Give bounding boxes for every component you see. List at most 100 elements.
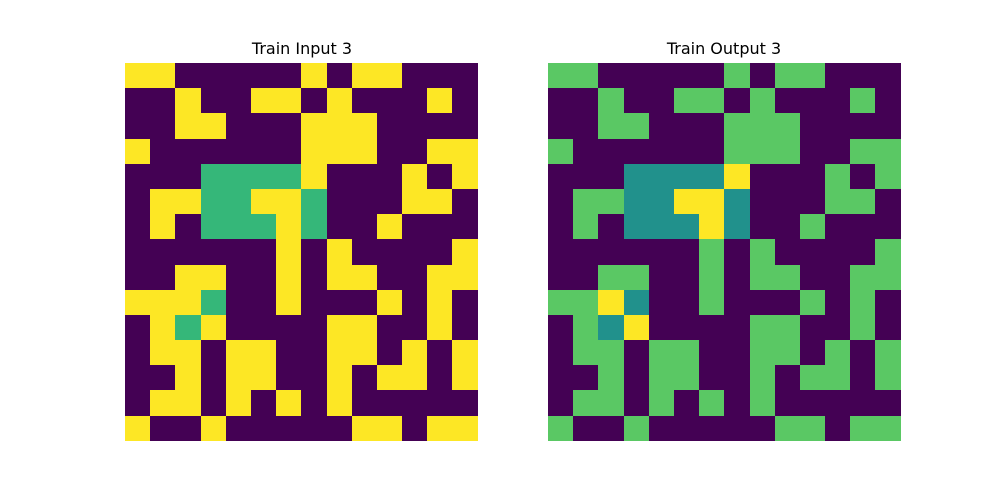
grid-cell (125, 264, 151, 290)
grid-cell (326, 390, 352, 416)
grid-cell (326, 365, 352, 391)
grid-cell (699, 138, 725, 164)
grid-cell (276, 340, 302, 366)
grid-cell (452, 289, 478, 315)
grid-cell (427, 113, 453, 139)
grid-cell (225, 239, 251, 265)
grid-cell (427, 289, 453, 315)
grid-cell (648, 415, 674, 441)
grid-cell (573, 63, 599, 89)
grid-cell (850, 88, 876, 114)
grid-cell (724, 415, 750, 441)
grid-cell (724, 365, 750, 391)
grid-cell (825, 289, 851, 315)
grid-cell (749, 264, 775, 290)
grid-cell (402, 340, 428, 366)
grid-cell (376, 314, 403, 341)
grid-cell (250, 214, 277, 240)
grid-cell (598, 390, 624, 416)
grid-cell (225, 390, 251, 416)
grid-cell (402, 138, 428, 164)
grid-cell (225, 138, 251, 164)
grid-cell (402, 113, 428, 139)
grid-cell (850, 239, 876, 265)
grid-cell (648, 239, 674, 265)
grid-cell (276, 289, 302, 315)
grid-cell (749, 390, 775, 416)
grid-cell (699, 390, 725, 416)
grid-cell (376, 340, 403, 366)
grid-cell (200, 88, 226, 114)
grid-cell (301, 63, 327, 89)
grid-cell (150, 163, 176, 189)
grid-cell (548, 314, 574, 341)
grid-cell (648, 314, 674, 341)
grid-cell (301, 188, 327, 215)
grid-cell (250, 365, 277, 391)
grid-cell (850, 163, 876, 189)
grid-cell (250, 138, 277, 164)
grid-cell (850, 289, 876, 315)
grid-cell (326, 138, 352, 164)
grid-cell (699, 113, 725, 139)
grid-cell (699, 365, 725, 391)
grid-cell (799, 188, 826, 215)
grid-cell (548, 390, 574, 416)
grid-cell (200, 138, 226, 164)
grid-cell (548, 264, 574, 290)
grid-cell (452, 214, 478, 240)
grid-cell (427, 88, 453, 114)
grid-cell (673, 88, 700, 114)
grid-cell (452, 188, 478, 215)
grid-cell (225, 340, 251, 366)
grid-cell (673, 390, 700, 416)
grid-cell (326, 340, 352, 366)
grid-cell (825, 138, 851, 164)
grid-cell (351, 289, 377, 315)
grid-cell (875, 214, 901, 240)
grid-cell (200, 264, 226, 290)
grid-cell (548, 88, 574, 114)
grid-cell (225, 63, 251, 89)
grid-cell (724, 188, 750, 215)
grid-cell (200, 214, 226, 240)
grid-cell (724, 340, 750, 366)
grid-cell (175, 63, 201, 89)
grid-cell (623, 239, 649, 265)
grid-cell (648, 63, 674, 89)
grid-cell (623, 365, 649, 391)
grid-cell (774, 163, 800, 189)
grid-cell (724, 239, 750, 265)
grid-cell (250, 63, 277, 89)
grid-cell (402, 163, 428, 189)
grid-cell (402, 365, 428, 391)
grid-cell (598, 138, 624, 164)
grid-cell (402, 390, 428, 416)
grid-cell (875, 163, 901, 189)
grid-cell (200, 163, 226, 189)
grid-cell (573, 264, 599, 290)
grid-cell (598, 340, 624, 366)
grid-cell (301, 239, 327, 265)
grid-cell (648, 88, 674, 114)
grid-cell (875, 365, 901, 391)
grid-cell (724, 390, 750, 416)
grid-cell (326, 289, 352, 315)
grid-cell (648, 264, 674, 290)
grid-cell (875, 340, 901, 366)
grid-cell (150, 63, 176, 89)
grid-cell (225, 214, 251, 240)
grid-cell (749, 239, 775, 265)
grid-cell (175, 264, 201, 290)
grid-cell (774, 390, 800, 416)
grid-cell (548, 63, 574, 89)
grid-cell (774, 113, 800, 139)
grid-cell (623, 415, 649, 441)
grid-cell (150, 289, 176, 315)
grid-cell (150, 264, 176, 290)
grid-cell (376, 188, 403, 215)
grid-cell (774, 264, 800, 290)
grid-cell (452, 264, 478, 290)
grid-cell (749, 63, 775, 89)
grid-cell (326, 239, 352, 265)
